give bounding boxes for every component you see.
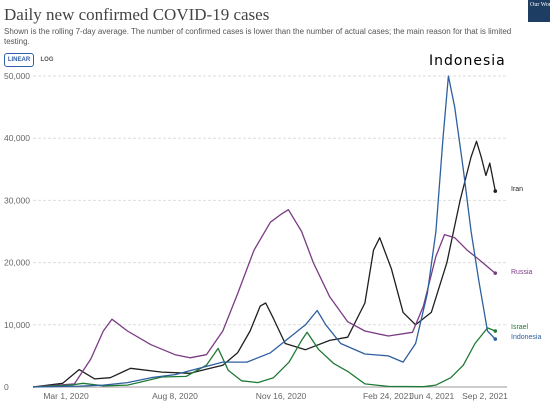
x-tick-label: Nov 16, 2020 bbox=[256, 391, 307, 401]
chart-subtitle: Shown is the rolling 7-day average. The … bbox=[4, 27, 512, 46]
x-tick-label: Aug 8, 2020 bbox=[152, 391, 198, 401]
y-tick-label: 10,000 bbox=[4, 320, 30, 330]
series-line-russia[interactable] bbox=[32, 209, 496, 388]
owid-logo[interactable]: Our World in Data bbox=[528, 0, 550, 22]
x-tick-label: Mar 1, 2020 bbox=[43, 391, 89, 401]
linear-toggle-button[interactable]: LINEAR bbox=[4, 53, 34, 67]
log-toggle-button[interactable]: LOG bbox=[40, 57, 54, 63]
series-label-indonesia: Indonesia bbox=[511, 334, 541, 341]
y-tick-label: 30,000 bbox=[4, 195, 30, 205]
series-line-israel[interactable] bbox=[32, 327, 496, 388]
series-end-point-indonesia bbox=[493, 337, 498, 341]
x-tick-label: Sep 2, 2021 bbox=[462, 391, 508, 401]
y-tick-label: 50,000 bbox=[4, 71, 30, 81]
series-line-indonesia[interactable] bbox=[32, 75, 496, 388]
series-end-point-israel bbox=[493, 329, 498, 333]
chart-title: Daily new confirmed COVID-19 cases bbox=[4, 5, 270, 24]
indonesia-overlay-label: Indonesia bbox=[429, 53, 506, 69]
x-tick-label: Feb 24, 2021 bbox=[363, 391, 413, 401]
series-end-point-iran bbox=[493, 189, 498, 193]
y-tick-label: 40,000 bbox=[4, 133, 30, 143]
series-end-point-russia bbox=[493, 271, 498, 275]
logo-text: Our World in Data bbox=[530, 2, 550, 8]
x-tick-label: Jun 4, 2021 bbox=[410, 391, 455, 401]
y-tick-label: 0 bbox=[4, 382, 9, 392]
series-label-iran: Iran bbox=[511, 186, 523, 193]
y-tick-label: 20,000 bbox=[4, 258, 30, 268]
series-label-israel: Israel bbox=[511, 324, 529, 331]
series-label-russia: Russia bbox=[511, 269, 533, 276]
series-line-iran[interactable] bbox=[32, 140, 496, 388]
